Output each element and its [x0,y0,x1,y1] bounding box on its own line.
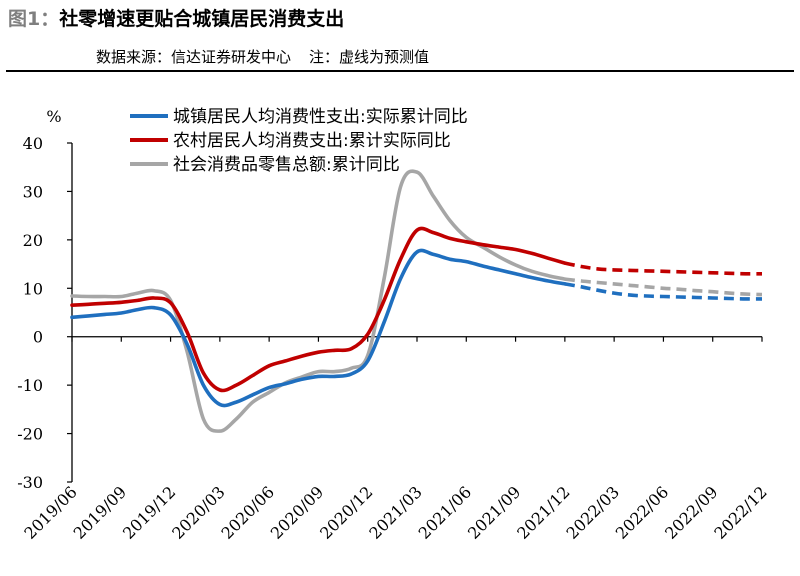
x-tick-label: 2022/03 [563,482,623,542]
y-tick-label: -10 [17,376,43,395]
y-tick-label: -30 [17,473,43,492]
x-tick-label: 2021/12 [513,482,573,542]
y-tick-label: 20 [23,231,43,250]
legend-label-1: 农村居民人均消费支出:累计实际同比 [173,131,451,151]
y-tick-label: 10 [23,279,43,298]
title-divider [6,70,794,72]
x-tick-label: 2019/12 [119,482,179,542]
figure-source-line: 数据来源：信达证券研发中心 注：虚线为预测值 [96,46,429,67]
x-tick-label: 2020/03 [168,482,228,542]
chart-series [70,169,763,433]
x-tick-label: 2022/12 [710,482,770,542]
figure-title-text: 社零增速更贴合城镇居民消费支出 [59,8,345,30]
series-line-forecast-1 [564,261,762,276]
legend-label-2: 社会消费品零售总额:累计同比 [173,155,400,175]
series-line-actual-1 [70,226,567,393]
y-tick-label: 0 [33,328,43,347]
series-line-forecast-0 [564,282,763,301]
y-tick-label: -20 [17,425,43,444]
x-tick-label: 2021/09 [464,482,524,542]
y-tick-label: 30 [23,182,43,201]
y-tick-label: 40 [23,134,43,153]
x-tick-label: 2021/03 [365,482,425,542]
x-tick-label: 2020/06 [218,482,278,542]
chart-legend: 城镇居民人均消费性支出:实际累计同比农村居民人均消费支出:累计实际同比社会消费品… [130,107,468,175]
x-tick-label: 2020/12 [316,482,376,542]
x-tick-label: 2021/06 [415,482,475,542]
series-line-actual-0 [70,248,567,408]
x-tick-label: 2022/09 [661,482,721,542]
legend-label-0: 城镇居民人均消费性支出:实际累计同比 [173,107,468,127]
x-tick-label: 2020/09 [267,482,327,542]
series-line-forecast-2 [564,277,763,297]
series-line-actual-2 [70,169,567,433]
figure-title: 图1：社零增速更贴合城镇居民消费支出 [8,4,344,31]
x-tick-label: 2022/06 [612,482,672,542]
y-unit-label: % [46,107,61,126]
forecast-note: 注：虚线为预测值 [309,48,430,66]
x-tick-label: 2019/09 [70,482,130,542]
figure-number: 图1： [8,8,60,30]
data-source: 数据来源：信达证券研发中心 [96,48,292,66]
